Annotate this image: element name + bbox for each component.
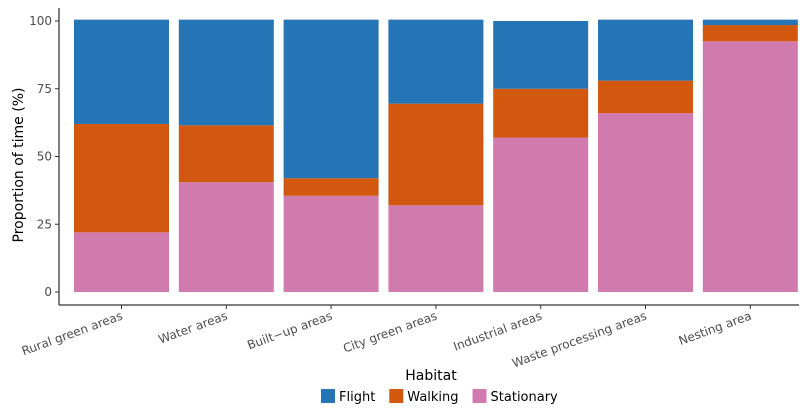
bar-waste-processing-areas-stationary: [598, 113, 693, 292]
bar-nesting-area-flight: [702, 19, 798, 26]
y-tick-label: 75: [37, 82, 52, 96]
y-axis-title: Proportion of time (%): [11, 88, 27, 243]
x-tick-label: Industrial areas: [451, 309, 543, 354]
bar-industrial-areas-walking: [493, 88, 589, 138]
legend-swatch-stationary: [472, 389, 487, 403]
legend: Flight Walking Stationary: [321, 389, 558, 405]
bar-city-green-areas-walking: [388, 103, 484, 206]
y-tick-label: 0: [44, 285, 52, 299]
legend-label-stationary: Stationary: [491, 390, 559, 405]
legend-label-walking: Walking: [407, 390, 458, 405]
y-tick-label: 100: [29, 14, 52, 28]
x-tick-label: Water areas: [157, 309, 230, 347]
legend-swatch-walking: [389, 389, 404, 403]
bar-built-up-areas-stationary: [283, 195, 379, 292]
bar-rural-green-areas-stationary: [74, 232, 169, 292]
bar-built-up-areas-walking: [283, 178, 379, 196]
x-tick-label: Rural green areas: [20, 309, 125, 359]
x-ticks: Rural green areas Water areas Built−up are…: [20, 305, 754, 370]
bar-waste-processing-areas-flight: [598, 19, 693, 81]
bar-industrial-areas-stationary: [493, 137, 589, 292]
bar-water-areas-flight: [178, 19, 274, 126]
legend-label-flight: Flight: [339, 390, 375, 405]
bar-city-green-areas-stationary: [388, 205, 484, 292]
y-ticks: 0 25 50 75 100: [29, 14, 59, 299]
x-axis-title: Habitat: [405, 368, 457, 384]
x-tick-label: Built−up areas: [245, 309, 334, 353]
bar-water-areas-stationary: [178, 182, 274, 292]
bar-waste-processing-areas-walking: [598, 80, 693, 114]
bar-rural-green-areas-flight: [74, 19, 169, 124]
bar-water-areas-walking: [178, 125, 274, 183]
x-tick-label: Nesting area: [677, 309, 754, 348]
bar-nesting-area-walking: [702, 25, 798, 42]
bar-rural-green-areas-walking: [74, 123, 169, 233]
bar-industrial-areas-flight: [493, 21, 589, 89]
y-tick-label: 50: [37, 150, 52, 164]
bars-layer: [74, 19, 798, 292]
bar-nesting-area-stationary: [702, 41, 798, 292]
x-tick-label: City green areas: [341, 309, 439, 356]
bar-city-green-areas-flight: [388, 19, 484, 104]
legend-swatch-flight: [321, 389, 335, 403]
bar-built-up-areas-flight: [283, 19, 379, 179]
y-tick-label: 25: [37, 217, 52, 231]
